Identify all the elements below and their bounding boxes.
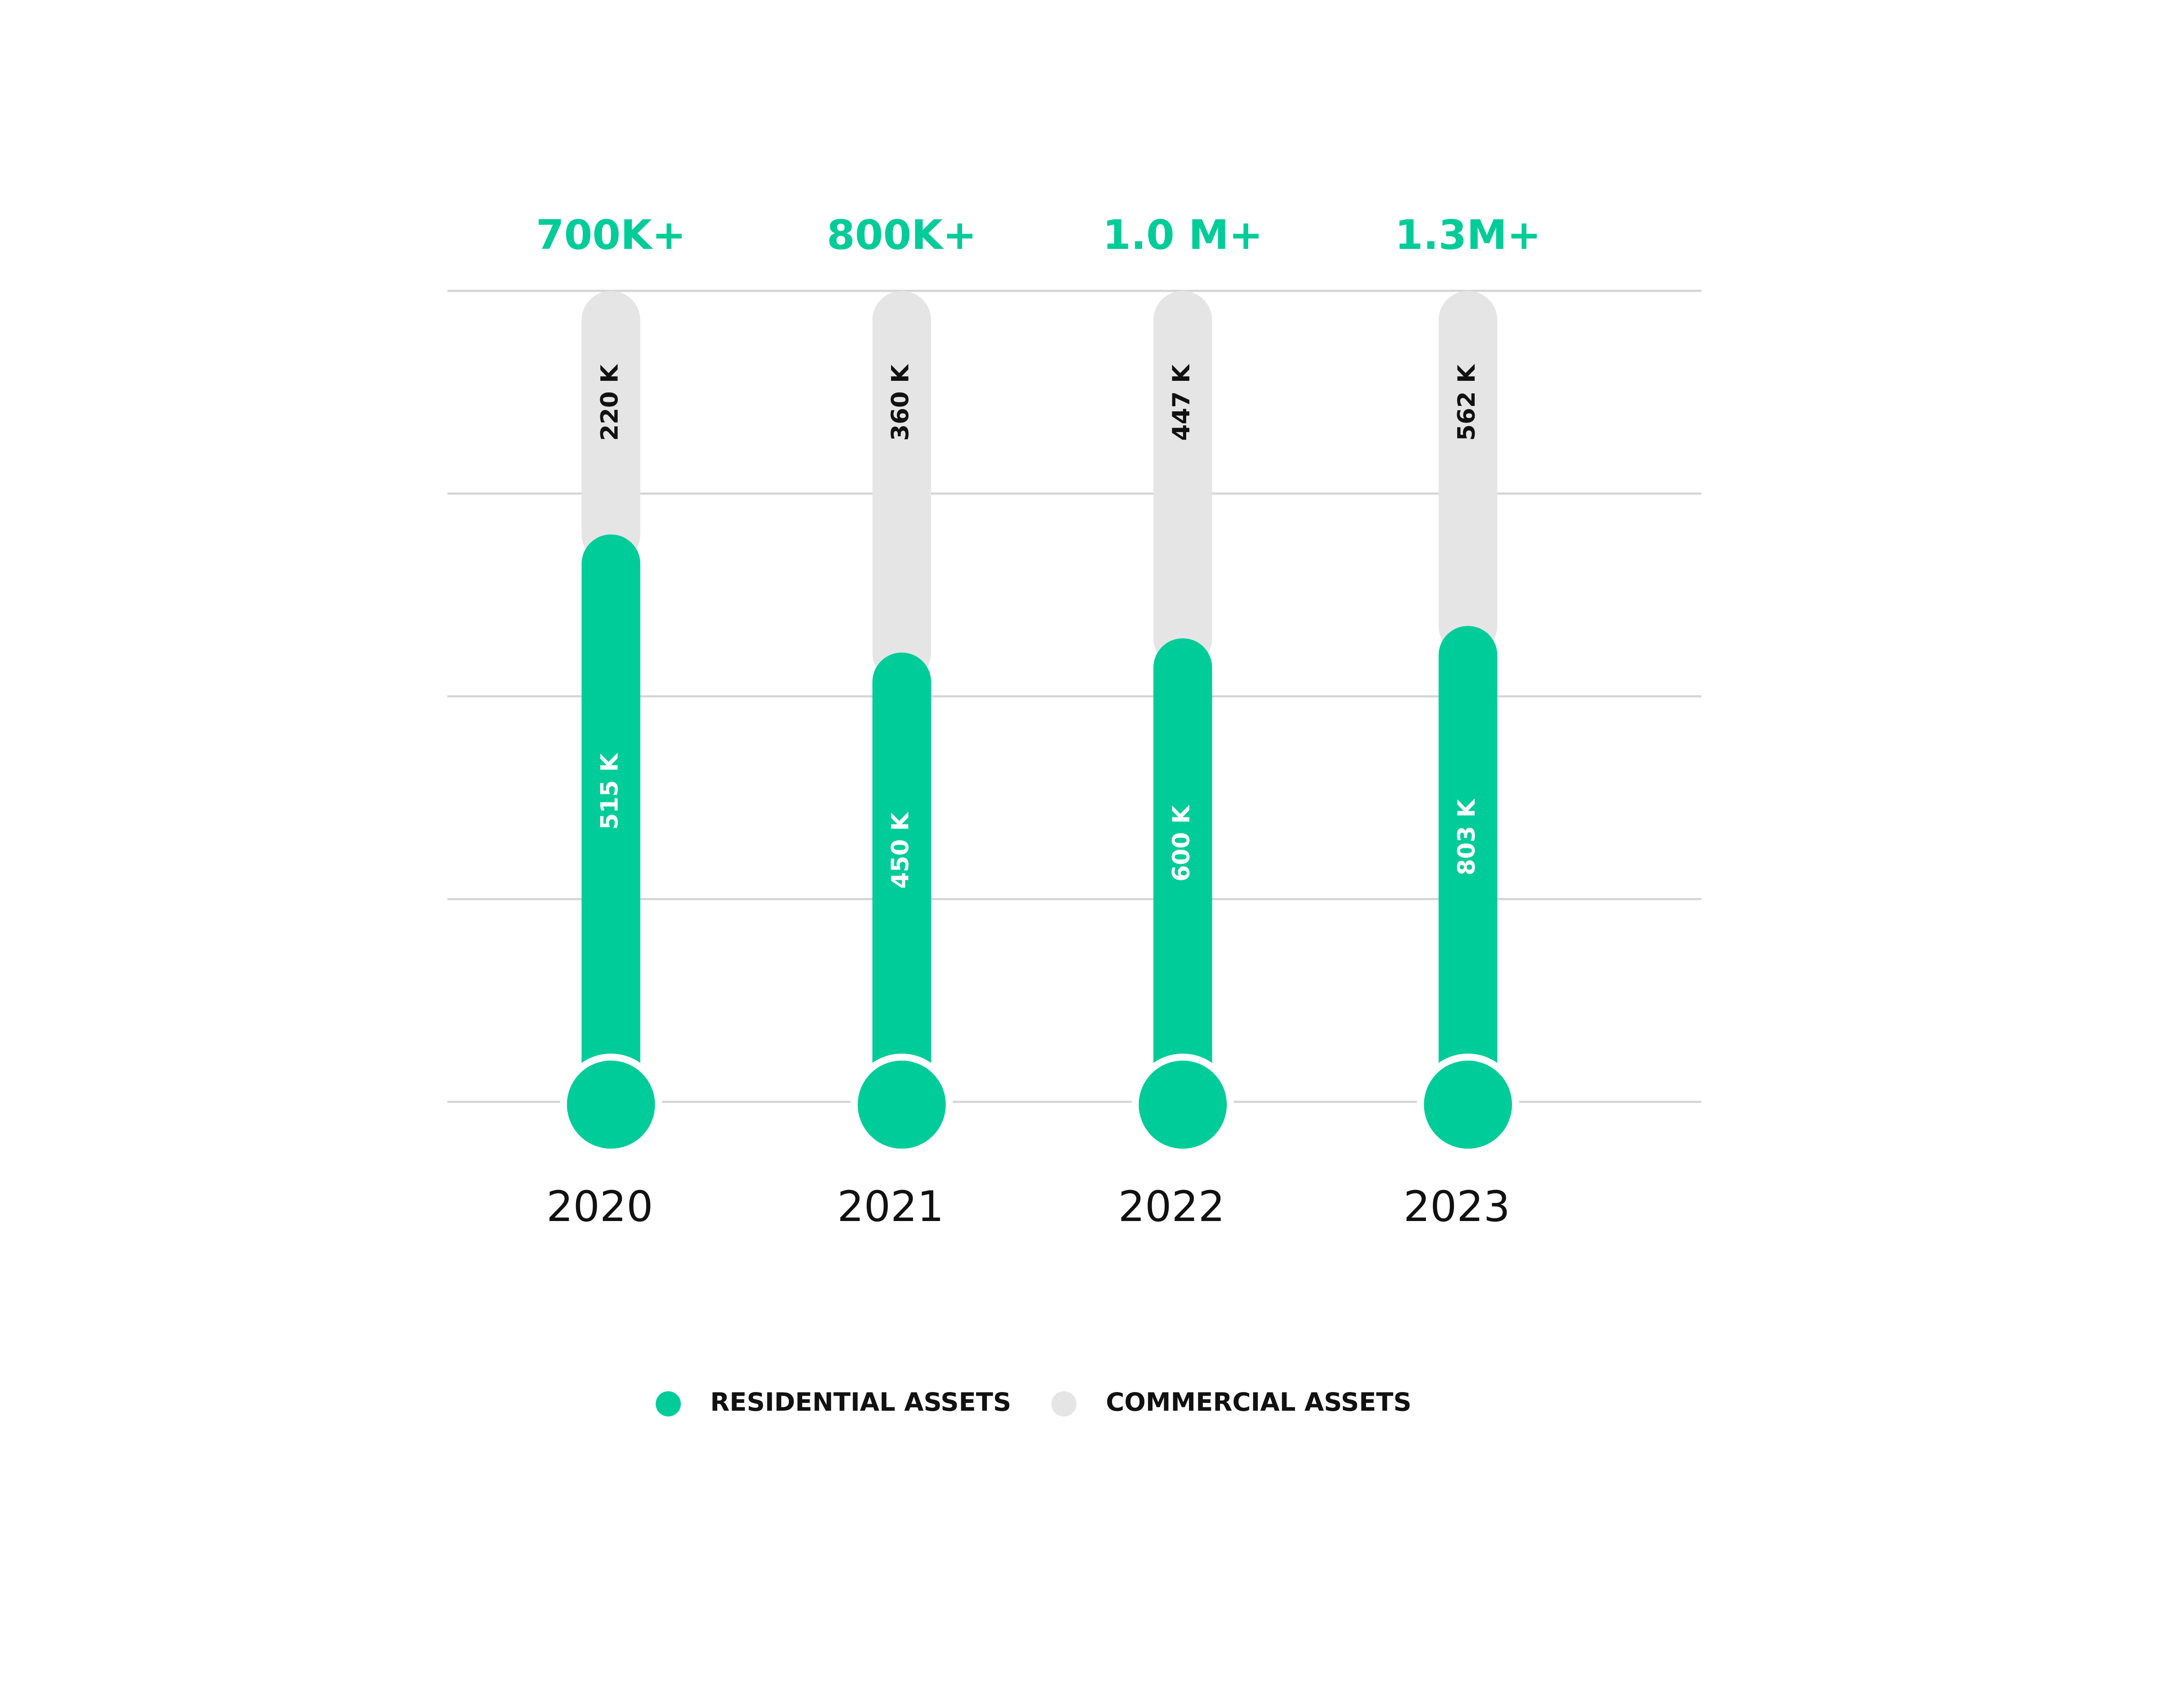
residential-bar: [581, 534, 640, 1105]
residential-bar: [1438, 626, 1498, 1105]
commercial-bar: [1153, 291, 1212, 668]
legend-label: COMMERCIAL ASSETS: [1106, 1388, 1411, 1417]
commercial-label: 447 K: [1168, 364, 1195, 441]
residential-label: 515 K: [596, 753, 623, 830]
bulb: [1417, 1053, 1519, 1156]
residential-bar: [872, 652, 932, 1105]
commercial-label: 220 K: [596, 364, 623, 441]
legend-label: RESIDENTIAL ASSETS: [710, 1388, 1011, 1417]
x-tick-label: 2022: [1118, 1182, 1225, 1231]
commercial-label: 360 K: [887, 364, 914, 441]
bulb: [1131, 1053, 1234, 1156]
commercial-bar: [581, 291, 640, 564]
x-tick-label: 2023: [1404, 1182, 1510, 1231]
x-tick-label: 2021: [837, 1182, 944, 1231]
x-tick-label: 2020: [546, 1182, 653, 1231]
total-label: 800K+: [827, 212, 976, 259]
legend-marker: [656, 1391, 681, 1417]
residential-label: 803 K: [1453, 798, 1480, 876]
total-label: 1.3M+: [1395, 212, 1541, 259]
residential-bar: [1153, 638, 1212, 1105]
bulb: [850, 1053, 953, 1156]
total-label: 700K+: [536, 212, 686, 259]
residential-label: 600 K: [1168, 804, 1195, 882]
total-label: 1.0 M+: [1102, 212, 1263, 259]
commercial-label: 562 K: [1453, 364, 1480, 441]
residential-label: 450 K: [887, 811, 914, 889]
commercial-bar: [1438, 291, 1498, 655]
bulb: [560, 1053, 662, 1156]
commercial-bar: [872, 291, 932, 682]
legend-marker: [1051, 1391, 1077, 1417]
